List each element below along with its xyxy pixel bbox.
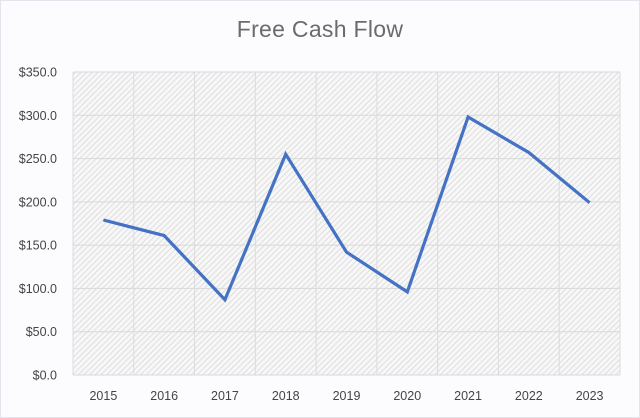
x-tick-label: 2022 xyxy=(515,389,543,403)
x-tick-label: 2019 xyxy=(333,389,361,403)
chart-title: Free Cash Flow xyxy=(236,16,404,42)
y-tick-label: $150.0 xyxy=(19,239,57,253)
y-tick-label: $100.0 xyxy=(19,282,57,296)
y-tick-label: $0.0 xyxy=(33,369,57,383)
y-axis: $0.0 $50.0 $100.0 $150.0 $200.0 $250.0 $300.0 $… xyxy=(19,66,57,383)
x-axis: 2015 2016 2017 2018 2019 2020 2021 2022 2023 xyxy=(89,389,603,403)
x-tick-label: 2020 xyxy=(393,389,421,403)
y-tick-label: $300.0 xyxy=(19,109,57,123)
x-tick-label: 2017 xyxy=(211,389,239,403)
y-tick-label: $350.0 xyxy=(19,66,57,80)
y-tick-label: $50.0 xyxy=(26,325,57,339)
x-tick-label: 2023 xyxy=(576,389,604,403)
x-tick-label: 2016 xyxy=(150,389,178,403)
x-tick-label: 2015 xyxy=(89,389,117,403)
series-line-free-cash-flow xyxy=(103,114,591,303)
y-tick-label: $250.0 xyxy=(19,152,57,166)
x-tick-label: 2018 xyxy=(272,389,300,403)
x-tick-label: 2021 xyxy=(454,389,482,403)
gridlines xyxy=(72,71,621,376)
plot-area xyxy=(73,72,620,375)
y-tick-label: $200.0 xyxy=(19,195,57,209)
